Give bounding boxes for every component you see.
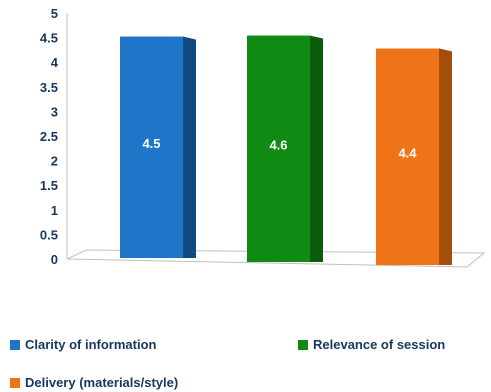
- legend-label-clarity: Clarity of information: [25, 337, 157, 352]
- y-tick-label: 4.5: [40, 31, 58, 46]
- legend-swatch-delivery: [10, 377, 20, 388]
- legend-swatch-clarity: [10, 339, 20, 350]
- y-tick-label: 2: [51, 154, 58, 169]
- y-tick-label: 5: [51, 6, 58, 21]
- y-tick-label: 2.5: [40, 129, 58, 144]
- bar-side: [183, 36, 196, 258]
- legend-label-delivery: Delivery (materials/style): [25, 375, 179, 390]
- bar-side: [439, 48, 452, 265]
- legend-item-clarity: Clarity of information: [10, 337, 156, 352]
- legend-item-relevance: Relevance of session: [298, 337, 445, 352]
- y-tick-label: 0.5: [40, 227, 58, 242]
- bar-data-label: 4.4: [398, 145, 417, 160]
- bars: 4.5 4.6 4.4: [120, 35, 452, 265]
- y-tick-label: 1: [51, 203, 58, 218]
- y-axis: 0 0.5 1 1.5 2 2.5 3 3.5 4 4.5 5: [40, 6, 68, 267]
- bar-data-label: 4.6: [269, 137, 287, 152]
- legend-label-relevance: Relevance of session: [313, 337, 446, 352]
- y-tick-label: 0: [51, 252, 58, 267]
- legend-item-delivery: Delivery (materials/style): [10, 375, 178, 390]
- bar-chart: 0 0.5 1 1.5 2 2.5 3 3.5 4 4.5 5 4.5 4.6 4.4: [40, 6, 486, 268]
- bar-side: [310, 35, 323, 263]
- bar-1: 4.6: [247, 35, 323, 263]
- y-tick-label: 4: [51, 55, 59, 70]
- y-tick-label: 1.5: [40, 178, 58, 193]
- y-tick-label: 3: [51, 104, 58, 119]
- legend-swatch-relevance: [298, 339, 308, 350]
- bar-front: [120, 36, 183, 258]
- bar-front: [247, 35, 310, 263]
- bar-data-label: 4.5: [142, 136, 160, 151]
- bar-front: [376, 48, 439, 265]
- y-tick-label: 3.5: [40, 80, 58, 95]
- bar-2: 4.4: [376, 48, 452, 265]
- bar-0: 4.5: [120, 36, 196, 258]
